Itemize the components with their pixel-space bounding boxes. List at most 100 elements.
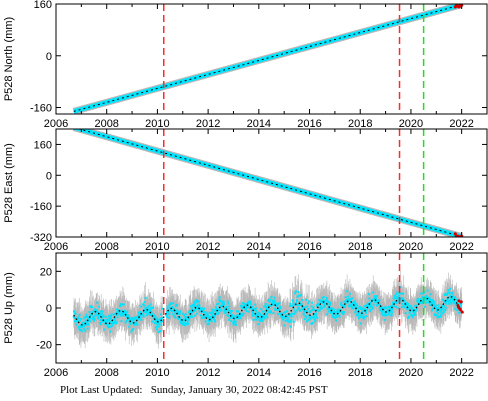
data-point bbox=[294, 292, 297, 295]
data-point bbox=[343, 300, 346, 303]
x-tick-label: 2012 bbox=[196, 241, 220, 253]
data-point bbox=[414, 308, 417, 311]
data-point bbox=[168, 316, 171, 319]
x-tick-label: 2008 bbox=[94, 118, 118, 130]
data-point bbox=[434, 304, 437, 307]
data-point bbox=[127, 315, 130, 318]
data-point bbox=[130, 330, 133, 333]
data-point bbox=[324, 302, 327, 305]
data-point bbox=[361, 310, 364, 313]
data-point bbox=[362, 308, 365, 311]
data-point bbox=[182, 321, 185, 324]
data-point bbox=[208, 322, 211, 325]
data-point bbox=[371, 299, 374, 302]
data-point bbox=[360, 313, 363, 316]
data-point bbox=[91, 318, 94, 321]
data-point bbox=[391, 301, 394, 304]
data-point bbox=[213, 315, 216, 318]
data-point bbox=[190, 315, 193, 318]
data-point bbox=[410, 307, 413, 310]
data-point bbox=[264, 302, 267, 305]
data-point bbox=[330, 307, 333, 310]
data-point bbox=[87, 319, 90, 322]
data-point bbox=[402, 297, 405, 300]
data-point bbox=[343, 311, 346, 314]
data-point bbox=[400, 292, 403, 295]
data-point bbox=[255, 313, 258, 316]
data-point bbox=[399, 286, 402, 289]
data-point bbox=[82, 324, 85, 327]
data-point bbox=[249, 300, 252, 303]
data-point bbox=[361, 307, 364, 310]
data-point bbox=[180, 322, 183, 325]
data-point bbox=[258, 317, 261, 320]
data-point bbox=[237, 310, 240, 313]
data-point bbox=[412, 314, 415, 317]
data-point bbox=[203, 308, 206, 311]
data-point bbox=[165, 311, 168, 314]
panel-data bbox=[72, 270, 464, 349]
data-point bbox=[283, 324, 286, 327]
data-point bbox=[428, 297, 431, 300]
data-point bbox=[385, 307, 388, 310]
data-point bbox=[367, 306, 370, 309]
data-point bbox=[372, 303, 375, 306]
data-point bbox=[110, 315, 113, 318]
data-point bbox=[367, 304, 370, 307]
data-point bbox=[429, 304, 432, 307]
data-point bbox=[159, 330, 162, 333]
data-point bbox=[434, 305, 437, 308]
data-point bbox=[146, 306, 149, 309]
data-point bbox=[160, 323, 163, 326]
data-point bbox=[429, 299, 432, 302]
data-point bbox=[326, 307, 329, 310]
data-point bbox=[234, 323, 237, 326]
data-point bbox=[350, 305, 353, 308]
data-point bbox=[232, 323, 235, 326]
data-point bbox=[287, 320, 290, 323]
data-point bbox=[374, 300, 377, 303]
data-point bbox=[432, 303, 435, 306]
data-point bbox=[101, 319, 104, 322]
data-point bbox=[322, 296, 325, 299]
data-point bbox=[272, 312, 275, 315]
data-point bbox=[212, 311, 215, 314]
data-point bbox=[139, 311, 142, 314]
data-point bbox=[268, 300, 271, 303]
data-point bbox=[207, 316, 210, 319]
data-point bbox=[239, 317, 242, 320]
data-point bbox=[292, 302, 295, 305]
data-point bbox=[321, 296, 324, 299]
data-point bbox=[155, 326, 158, 329]
data-point bbox=[88, 314, 91, 317]
data-point bbox=[325, 296, 328, 299]
data-point bbox=[128, 317, 131, 320]
data-point bbox=[359, 308, 362, 311]
data-point bbox=[432, 300, 435, 303]
data-point bbox=[257, 323, 260, 326]
model-line bbox=[77, 129, 462, 237]
data-point bbox=[161, 307, 164, 310]
data-point bbox=[142, 313, 145, 316]
data-point bbox=[442, 310, 445, 313]
data-point bbox=[142, 315, 145, 318]
data-point bbox=[420, 292, 423, 295]
data-point bbox=[204, 311, 207, 314]
data-point bbox=[172, 313, 175, 316]
data-point bbox=[323, 304, 326, 307]
data-point bbox=[151, 320, 154, 323]
data-point bbox=[266, 304, 269, 307]
data-point bbox=[437, 307, 440, 310]
data-point bbox=[320, 307, 323, 310]
data-point bbox=[460, 302, 463, 305]
data-point bbox=[306, 310, 309, 313]
data-point bbox=[301, 306, 304, 309]
data-point bbox=[269, 298, 272, 301]
data-point bbox=[114, 312, 117, 315]
data-point bbox=[84, 329, 87, 332]
data-point bbox=[443, 301, 446, 304]
x-tick-label: 2018 bbox=[348, 118, 372, 130]
data-point bbox=[78, 320, 81, 323]
data-point bbox=[124, 321, 127, 324]
data-point bbox=[140, 318, 143, 321]
